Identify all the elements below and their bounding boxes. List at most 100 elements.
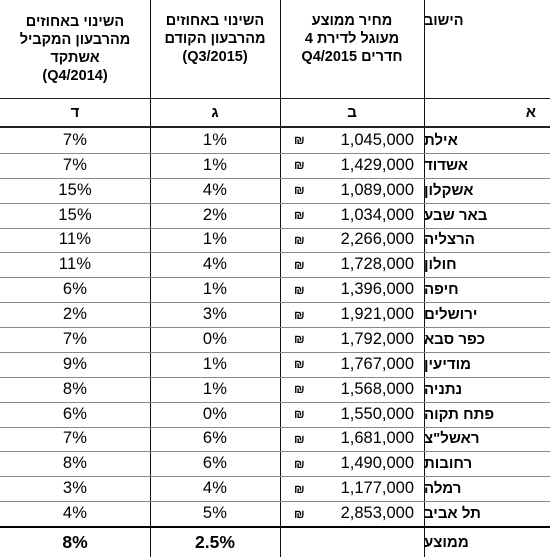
row-yoy: 3% (62, 479, 88, 498)
row-city: חולון (424, 256, 457, 274)
currency-icon: ₪ (294, 158, 305, 173)
average-label: ממוצע (424, 534, 469, 551)
row-divider (0, 302, 550, 304)
currency-icon: ₪ (294, 357, 305, 372)
row-price: 1,490,000 (340, 454, 414, 473)
row-divider (0, 401, 550, 403)
row-divider (0, 252, 550, 254)
row-divider (0, 277, 550, 279)
row-price: 1,396,000 (340, 280, 414, 299)
row-city: אילת (424, 131, 458, 149)
row-qoq: 1% (202, 379, 228, 398)
row-yoy: 7% (62, 429, 88, 448)
currency-icon: ₪ (294, 382, 305, 397)
row-divider (0, 152, 550, 154)
row-city: תל אביב (424, 505, 481, 523)
row-price: 1,568,000 (340, 379, 414, 398)
header-col-d-line: השינוי באחוזים (25, 14, 125, 30)
row-yoy: 9% (62, 354, 88, 373)
header-col-c-line: מהרבעון הקודם (164, 31, 266, 47)
header-col-b-line: מחיר ממוצע (311, 13, 393, 29)
row-city: רמלה (424, 480, 462, 498)
currency-icon: ₪ (294, 456, 305, 471)
header-col-a: הישוב (424, 0, 550, 98)
row-yoy: 15% (58, 205, 92, 224)
row-qoq: 1% (202, 155, 228, 174)
row-qoq: 0% (202, 329, 228, 348)
row-qoq: 6% (202, 454, 228, 473)
row-city: נתניה (424, 380, 463, 398)
row-price: 1,921,000 (340, 305, 414, 324)
row-divider (0, 351, 550, 353)
row-qoq: 1% (202, 354, 228, 373)
row-city: ירושלים (424, 306, 478, 324)
letter-col-b: ב (347, 104, 357, 121)
row-city: אשדוד (424, 156, 468, 174)
currency-icon: ₪ (294, 431, 305, 446)
row-yoy: 4% (62, 504, 88, 523)
currency-icon: ₪ (294, 506, 305, 521)
header-col-a-line: הישוב (424, 13, 464, 29)
row-yoy: 7% (62, 130, 88, 149)
currency-icon: ₪ (294, 282, 305, 297)
row-qoq: 1% (202, 230, 228, 249)
row-divider (0, 227, 550, 229)
row-qoq: 5% (202, 504, 228, 523)
row-divider (0, 376, 550, 378)
currency-icon: ₪ (294, 481, 305, 496)
row-city: חיפה (424, 281, 459, 299)
row-yoy: 11% (58, 230, 92, 249)
header-col-d: השינוי באחוזים מהרבעון המקביל אשתקד (Q4/… (0, 0, 150, 98)
header-col-c-line: השינוי באחוזים (165, 13, 265, 29)
row-yoy: 7% (62, 329, 88, 348)
row-yoy: 6% (62, 404, 88, 423)
row-city: אשקלון (424, 181, 474, 199)
row-yoy: 8% (62, 454, 88, 473)
row-price: 1,767,000 (340, 354, 414, 373)
header-col-d-line: אשתקד (50, 50, 100, 66)
letter-col-c: ג (211, 104, 219, 121)
header-col-d-line: (Q4/2014) (42, 68, 108, 84)
row-divider (0, 476, 550, 478)
header-col-c-line: (Q3/2015) (182, 49, 248, 65)
header-rule (0, 98, 550, 99)
row-qoq: 4% (202, 180, 228, 199)
column-divider (280, 0, 281, 557)
currency-icon: ₪ (294, 332, 305, 347)
row-city: כפר סבא (424, 330, 486, 348)
row-city: הרצליה (424, 231, 475, 249)
header-col-b-line: מעוגל לדירת 4 (304, 31, 400, 47)
letter-col-a: א (525, 104, 536, 121)
row-price: 1,550,000 (340, 404, 414, 423)
row-price: 2,266,000 (340, 230, 414, 249)
row-price: 1,429,000 (340, 155, 414, 174)
currency-icon: ₪ (294, 407, 305, 422)
row-divider (0, 327, 550, 328)
row-city: מודיעין (424, 355, 471, 373)
row-city: ראשל"צ (424, 430, 480, 448)
row-divider (0, 501, 550, 503)
row-yoy: 6% (62, 280, 88, 299)
row-qoq: 1% (202, 280, 228, 299)
row-divider (0, 177, 550, 179)
row-city: רחובות (424, 455, 473, 473)
row-divider (0, 451, 550, 453)
row-qoq: 2% (202, 205, 228, 224)
average-qoq: 2.5% (195, 532, 235, 552)
row-price: 2,853,000 (340, 504, 414, 523)
average-yoy: 8% (62, 532, 88, 552)
row-price: 1,681,000 (340, 429, 414, 448)
row-price: 1,045,000 (340, 130, 414, 149)
currency-icon: ₪ (294, 208, 305, 223)
header-col-d-line: מהרבעון המקביל (19, 32, 131, 48)
row-qoq: 3% (202, 305, 228, 324)
row-yoy: 7% (62, 155, 88, 174)
header-col-c: השינוי באחוזים מהרבעון הקודם (Q3/2015) (150, 0, 280, 98)
row-price: 1,177,000 (340, 479, 414, 498)
row-qoq: 6% (202, 429, 228, 448)
currency-icon: ₪ (294, 307, 305, 322)
currency-icon: ₪ (294, 183, 305, 198)
row-divider (0, 426, 550, 428)
row-price: 1,792,000 (340, 329, 414, 348)
